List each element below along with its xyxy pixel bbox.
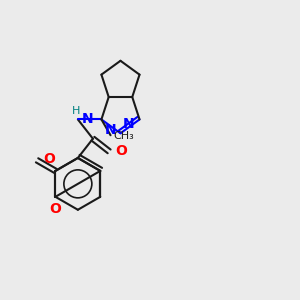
Text: CH₃: CH₃ <box>113 131 134 141</box>
Text: N: N <box>81 112 93 126</box>
Text: N: N <box>104 123 116 137</box>
Text: O: O <box>50 202 61 216</box>
Text: O: O <box>116 144 128 158</box>
Text: H: H <box>72 106 81 116</box>
Text: O: O <box>44 152 56 166</box>
Text: N: N <box>123 117 134 131</box>
